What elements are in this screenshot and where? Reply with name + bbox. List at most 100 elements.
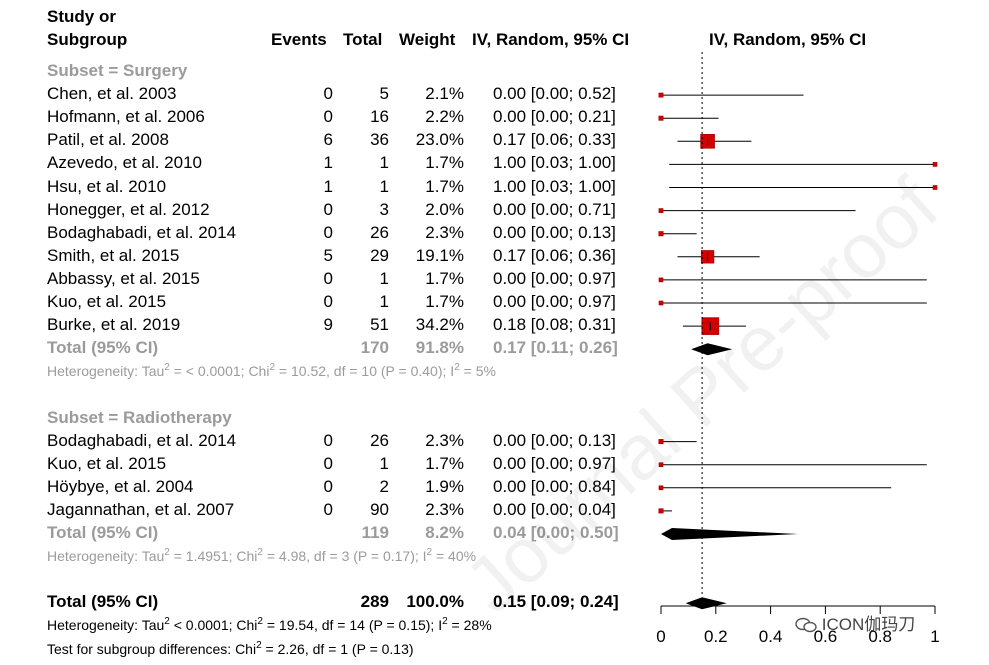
study-label: Bodaghabadi, et al. 2014	[47, 430, 237, 450]
header-ci: IV, Random, 95% CI	[472, 30, 630, 49]
study-events: 0	[323, 476, 333, 496]
study-label: Chen, et al. 2003	[47, 84, 177, 104]
x-tick-label: 0.8	[868, 627, 892, 646]
study-point	[658, 439, 664, 445]
study-point	[658, 231, 664, 237]
study-ci: 0.00 [0.00; 0.97]	[493, 453, 616, 473]
study-total: 51	[370, 315, 389, 335]
study-total: 90	[370, 499, 389, 519]
study-label: Kuo, et al. 2015	[47, 453, 167, 473]
study-ci: 0.00 [0.00; 0.21]	[493, 107, 616, 127]
study-events: 0	[323, 199, 333, 219]
study-ci: 1.00 [0.03; 1.00]	[493, 153, 616, 173]
study-label: Höybye, et al. 2004	[47, 476, 194, 496]
study-weight: 2.3%	[425, 430, 464, 450]
study-label: Abbassy, et al. 2015	[47, 268, 200, 288]
study-label: Kuo, et al. 2015	[47, 292, 167, 311]
study-total: 1	[379, 453, 389, 473]
subtotal-weight: 91.8%	[415, 338, 464, 358]
study-label: Patil, et al. 2008	[47, 130, 169, 150]
study-events: 0	[323, 222, 333, 242]
footer-text: Test for subgroup differences: Chi2 = 2.…	[47, 639, 414, 657]
study-events: 0	[323, 268, 333, 288]
study-total: 26	[370, 222, 389, 242]
study-total: 1	[379, 268, 389, 288]
x-tick-label: 0.6	[814, 627, 838, 646]
study-ci: 0.00 [0.00; 0.71]	[493, 199, 616, 219]
study-weight: 1.7%	[425, 453, 464, 473]
study-events: 0	[323, 107, 333, 127]
study-label: Bodaghabadi, et al. 2014	[47, 222, 237, 242]
study-point	[658, 208, 664, 213]
study-point	[932, 162, 938, 167]
study-weight: 1.7%	[425, 153, 464, 173]
footer-text: Heterogeneity: Tau2 < 0.0001; Chi2 = 19.…	[47, 616, 492, 634]
study-weight: 1.7%	[425, 268, 464, 288]
study-total: 1	[379, 176, 389, 196]
subgroup-label: Subset = Radiotherapy	[47, 407, 232, 427]
x-tick-label: 0.2	[704, 627, 728, 646]
study-events: 0	[323, 430, 333, 450]
study-ci: 0.00 [0.00; 0.97]	[493, 292, 616, 311]
header-study-line2: Subgroup	[47, 30, 128, 49]
study-events: 6	[323, 130, 333, 150]
subtotal-ci: 0.04 [0.00; 0.50]	[493, 523, 619, 542]
study-point	[658, 508, 664, 514]
study-events: 0	[323, 84, 333, 104]
study-total: 2	[379, 476, 389, 496]
study-total: 3	[379, 199, 389, 219]
heterogeneity-text: Heterogeneity: Tau2 = < 0.0001; Chi2 = 1…	[47, 362, 496, 380]
study-ci: 0.17 [0.06; 0.36]	[493, 245, 616, 265]
study-point	[932, 185, 938, 190]
summary-diamond	[661, 528, 798, 540]
x-tick-label: 0.4	[759, 627, 783, 646]
study-label: Jagannathan, et al. 2007	[47, 499, 235, 519]
study-weight: 2.3%	[425, 499, 464, 519]
study-events: 0	[323, 499, 333, 519]
study-weight: 1.9%	[425, 476, 464, 496]
study-point	[658, 92, 664, 98]
header-plot: IV, Random, 95% CI	[709, 30, 867, 49]
study-point	[658, 115, 664, 121]
subtotal-total: 119	[361, 523, 389, 542]
subgroup-label: Subset = Surgery	[47, 61, 188, 80]
summary-diamond	[691, 343, 733, 356]
study-events: 1	[323, 153, 333, 173]
study-weight: 2.2%	[425, 107, 464, 127]
subtotal-label: Total (95% CI)	[47, 338, 159, 358]
study-label: Hofmann, et al. 2006	[47, 107, 205, 127]
header-events: Events	[271, 30, 327, 49]
study-ci: 0.00 [0.00; 0.04]	[493, 499, 616, 519]
brand-text: ICON伽玛刀	[821, 615, 916, 634]
overall-weight: 100.0%	[406, 592, 464, 612]
study-label: Smith, et al. 2015	[47, 245, 180, 265]
study-total: 1	[379, 292, 389, 311]
study-label: Azevedo, et al. 2010	[47, 153, 203, 173]
overall-label: Total (95% CI)	[47, 592, 159, 612]
study-weight: 34.2%	[415, 315, 464, 335]
study-events: 5	[323, 245, 333, 265]
study-weight: 2.3%	[425, 222, 464, 242]
study-point	[658, 462, 664, 468]
study-total: 36	[370, 130, 389, 150]
header-total: Total	[343, 30, 383, 49]
study-weight: 2.1%	[425, 84, 464, 104]
study-point	[658, 277, 664, 283]
subtotal-label: Total (95% CI)	[47, 523, 159, 542]
overall-ci: 0.15 [0.09; 0.24]	[493, 592, 619, 612]
study-ci: 0.00 [0.00; 0.84]	[493, 476, 616, 496]
study-ci: 0.00 [0.00; 0.13]	[493, 430, 616, 450]
study-ci: 0.00 [0.00; 0.52]	[493, 84, 616, 104]
study-label: Hsu, et al. 2010	[47, 176, 167, 196]
x-tick-label: 1	[930, 627, 939, 646]
study-events: 1	[323, 176, 333, 196]
wechat-icon	[795, 617, 817, 633]
study-events: 0	[323, 453, 333, 473]
header-weight: Weight	[399, 30, 456, 49]
study-total: 29	[370, 245, 389, 265]
study-total: 5	[379, 84, 389, 104]
study-weight: 1.7%	[425, 176, 464, 196]
study-ci: 0.00 [0.00; 0.13]	[493, 222, 616, 242]
